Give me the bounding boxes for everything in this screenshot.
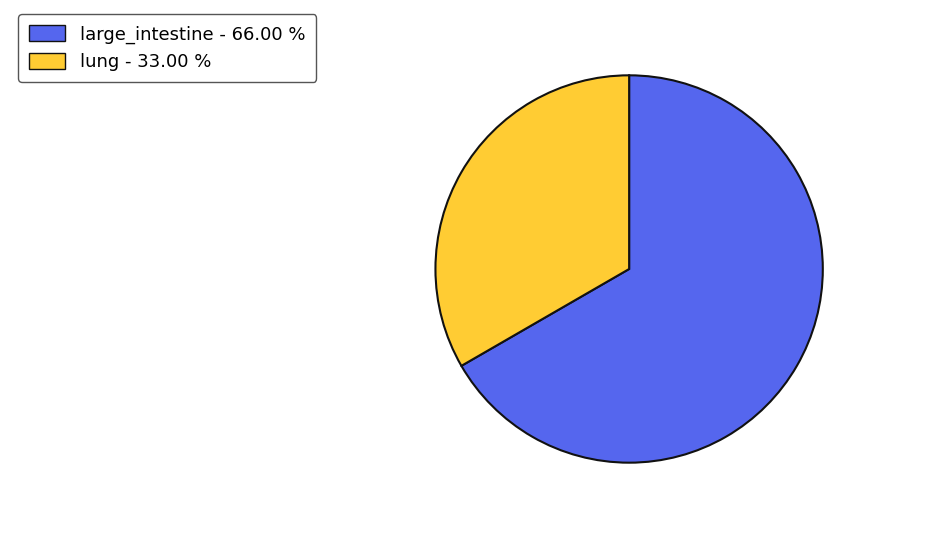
Wedge shape (436, 75, 629, 366)
Wedge shape (461, 75, 823, 463)
Legend: large_intestine - 66.00 %, lung - 33.00 %: large_intestine - 66.00 %, lung - 33.00 … (19, 15, 316, 82)
